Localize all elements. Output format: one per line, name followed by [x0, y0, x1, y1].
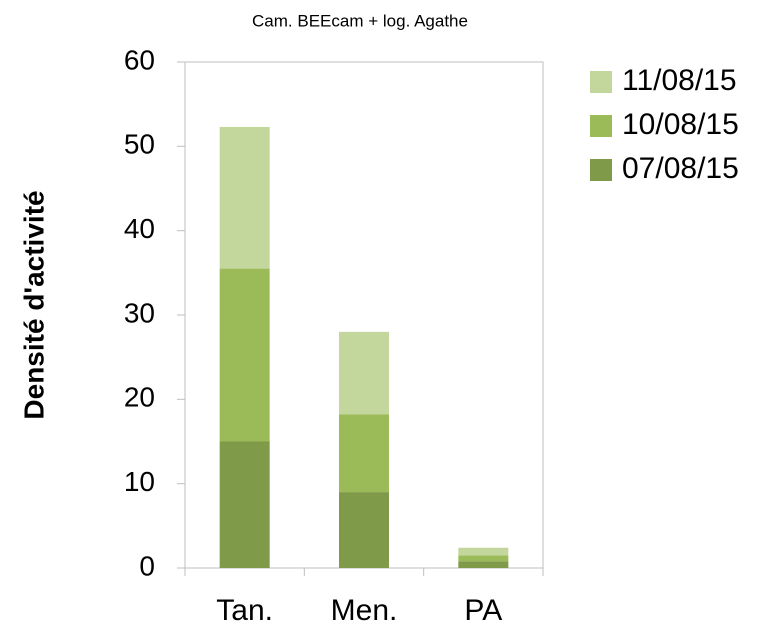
legend-label: 07/08/15: [622, 152, 739, 185]
y-tick-label: 50: [124, 129, 155, 160]
legend-label: 10/08/15: [622, 108, 739, 141]
legend-swatch: [590, 71, 612, 93]
bar-segment: [339, 331, 389, 415]
y-tick-label: 60: [124, 44, 155, 75]
y-tick-label: 0: [139, 550, 155, 581]
bar-segment: [339, 492, 389, 568]
x-tick-label: Tan.: [216, 594, 273, 627]
y-axis-label: Densité d'activité: [18, 190, 49, 419]
bar-segment: [219, 126, 270, 269]
bar-segment: [339, 414, 389, 493]
chart-title: Cam. BEEcam + log. Agathe: [252, 11, 468, 30]
legend-label: 11/08/15: [622, 64, 737, 97]
x-tick-label: Men.: [331, 594, 398, 627]
bar-segment: [219, 268, 270, 442]
legend-swatch: [590, 115, 612, 137]
y-tick-label: 40: [124, 213, 155, 244]
bar-segment: [458, 547, 509, 556]
y-tick-label: 10: [124, 466, 155, 497]
bar-segment: [458, 555, 509, 562]
bar-segment: [219, 441, 270, 568]
x-tick-label: PA: [464, 594, 502, 627]
y-tick-label: 30: [124, 297, 155, 328]
y-tick-label: 20: [124, 382, 155, 413]
legend-swatch: [590, 159, 612, 181]
bar-segment: [458, 561, 509, 568]
